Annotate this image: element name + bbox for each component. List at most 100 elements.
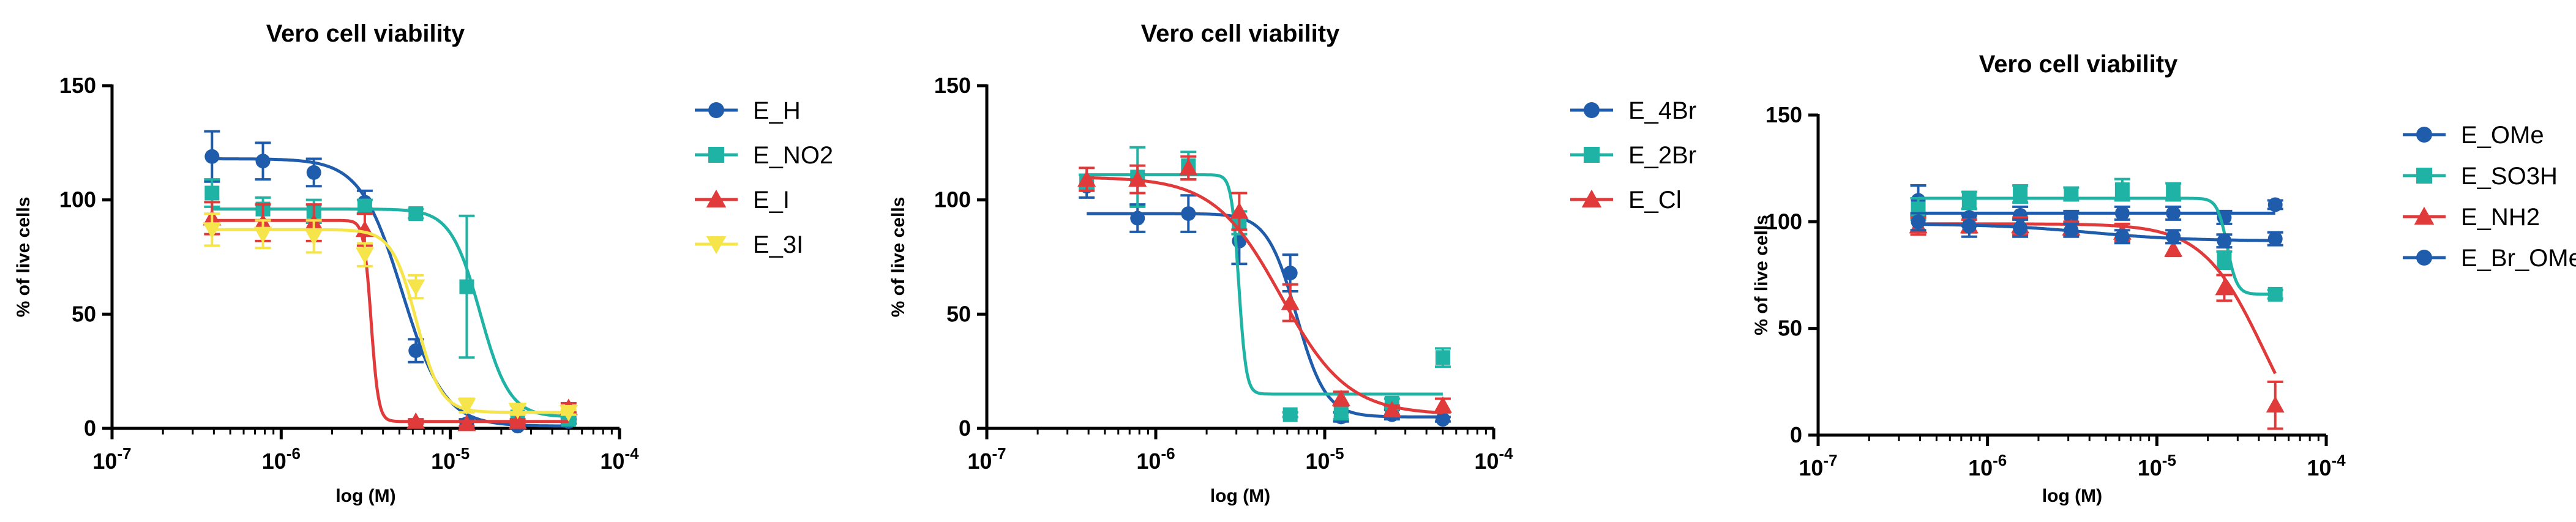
y-tick-label: 100: [934, 187, 971, 212]
data-point: [2166, 229, 2181, 244]
fit-curve: [212, 157, 569, 428]
y-tick-label: 0: [1790, 422, 1802, 447]
y-tick-label: 150: [1765, 102, 1802, 127]
legend-marker: [2416, 127, 2432, 143]
x-tick-label: 10-5: [2138, 451, 2176, 480]
data-point: [406, 279, 425, 296]
data-point: [2267, 286, 2283, 302]
data-point: [253, 226, 272, 244]
data-point: [1281, 293, 1300, 310]
series-E_2Br: [1079, 146, 1451, 422]
data-point: [1128, 170, 1147, 187]
chart-title: Vero cell viability: [266, 20, 465, 47]
chart-panel-3: Vero cell viability % of live cells log (M…: [1751, 51, 2576, 506]
y-tick-label: 50: [72, 301, 96, 326]
legend-label: E_I: [753, 187, 790, 214]
legend-item: E_Br_OMe: [2403, 245, 2576, 272]
x-tick-label: 10-4: [2307, 451, 2346, 480]
data-point: [306, 165, 321, 180]
y-tick-label: 100: [59, 187, 96, 212]
fit-curve: [1918, 223, 2275, 242]
data-point: [355, 247, 374, 264]
y-tick-label: 0: [959, 416, 971, 441]
data-point: [2064, 223, 2079, 238]
series-E_Cl: [1077, 155, 1452, 418]
legend-marker: [706, 189, 727, 207]
legend-label: E_SO3H: [2461, 163, 2558, 190]
series-E_3I: [203, 212, 578, 422]
fit-curve: [212, 218, 569, 423]
data-point: [204, 185, 220, 201]
x-tick-label: 10-4: [1474, 444, 1513, 474]
data-point: [1181, 206, 1196, 222]
series-E_H: [204, 130, 577, 434]
data-point: [2217, 233, 2232, 248]
data-point: [1382, 401, 1401, 418]
legend-marker: [2416, 168, 2432, 184]
data-point: [406, 412, 425, 429]
x-tick-label: 10-6: [262, 444, 301, 474]
legend-label: E_Br_OMe: [2461, 245, 2576, 272]
data-point: [2166, 184, 2181, 199]
legend-label: E_OMe: [2461, 122, 2544, 149]
x-tick-label: 10-5: [431, 444, 470, 474]
data-point: [2217, 253, 2232, 268]
series-E_NO2: [204, 178, 577, 427]
data-point: [2114, 206, 2130, 221]
data-point: [2114, 229, 2130, 244]
legend-label: E_4Br: [1628, 97, 1696, 124]
legend-label: E_NO2: [753, 142, 833, 169]
x-tick-label: 10-6: [1968, 451, 2007, 480]
data-point: [1433, 396, 1452, 413]
y-tick-label: 50: [1778, 316, 1802, 341]
data-point: [1333, 405, 1349, 420]
legend-item: E_NH2: [2403, 204, 2540, 231]
fit-curve: [1087, 212, 1443, 419]
data-point: [2064, 187, 2079, 202]
data-point: [1282, 266, 1298, 281]
x-axis-label: log (M): [335, 486, 395, 506]
data-point: [408, 206, 424, 222]
y-tick-label: 0: [84, 416, 96, 441]
legend-marker: [2414, 206, 2435, 225]
data-point: [1179, 158, 1198, 176]
x-tick-label: 10-5: [1305, 444, 1344, 474]
chart-panel-1: Vero cell viability % of live cells log (M…: [13, 20, 833, 506]
legend-marker: [706, 236, 727, 255]
x-tick-label: 10-7: [1799, 451, 1837, 480]
data-point: [357, 199, 372, 214]
legend-item: E_2Br: [1570, 142, 1696, 169]
fit-curve: [212, 228, 569, 414]
legend-item: E_Cl: [1570, 187, 1682, 214]
data-point: [1077, 170, 1096, 187]
legend-marker: [1584, 147, 1600, 163]
data-point: [255, 154, 271, 169]
legend-item: E_SO3H: [2403, 163, 2558, 190]
data-point: [2114, 182, 2130, 198]
data-point: [1130, 211, 1145, 226]
data-point: [304, 229, 323, 246]
y-axis-label: % of live cells: [1751, 215, 1772, 335]
data-point: [203, 222, 222, 239]
y-tick-label: 50: [946, 301, 971, 326]
data-point: [457, 398, 476, 415]
legend-marker: [1581, 189, 1602, 207]
fit-curve: [1087, 173, 1443, 396]
data-point: [508, 412, 527, 429]
data-point: [1331, 389, 1350, 406]
legend-item: E_NO2: [695, 142, 833, 169]
data-point: [2267, 197, 2283, 212]
data-point: [2215, 278, 2234, 296]
fit-curve: [1918, 196, 2275, 296]
y-tick-label: 150: [934, 73, 971, 98]
legend-label: E_Cl: [1628, 187, 1682, 214]
legend-item: E_OMe: [2403, 122, 2544, 149]
y-axis-label: % of live cells: [13, 197, 34, 318]
data-point: [2266, 396, 2285, 413]
fit-curve: [1087, 176, 1443, 415]
data-point: [1911, 214, 1926, 229]
data-point: [1282, 407, 1298, 422]
data-point: [1435, 412, 1450, 427]
x-tick-label: 10-7: [92, 444, 131, 474]
chart-title: Vero cell viability: [1141, 20, 1340, 47]
